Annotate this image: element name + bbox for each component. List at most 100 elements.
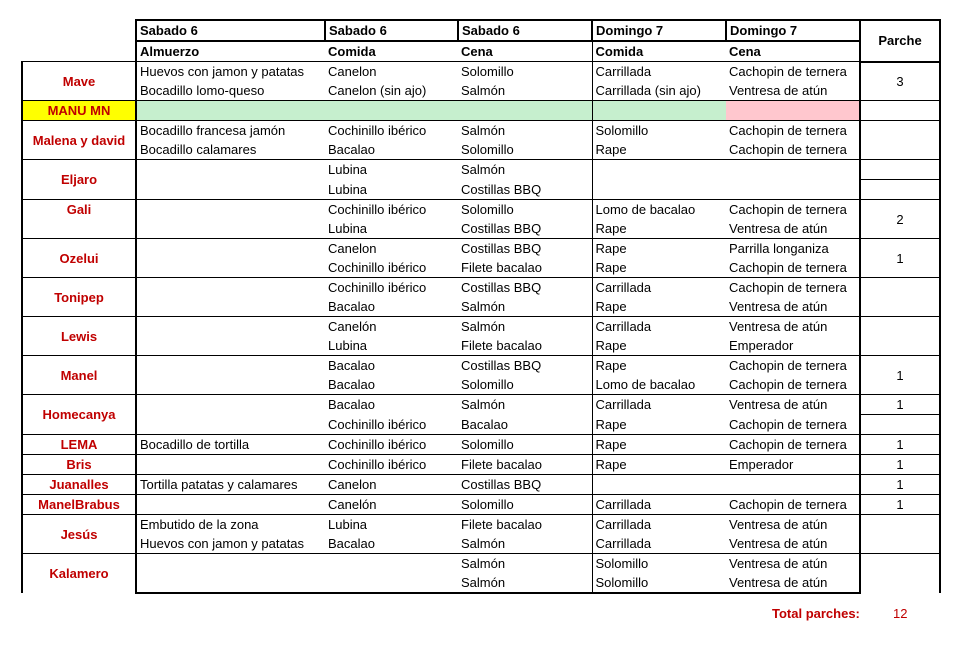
- meal-cell[interactable]: Rape: [591, 414, 726, 435]
- meal-cell[interactable]: Filete bacalao: [461, 260, 542, 275]
- meal-cell[interactable]: [136, 494, 325, 515]
- meal-cell[interactable]: Bacalao: [461, 416, 508, 432]
- meal-cell[interactable]: [136, 355, 325, 375]
- person-name[interactable]: Ozelui: [21, 238, 137, 278]
- meal-cell[interactable]: Rape: [591, 219, 726, 239]
- meal-cell[interactable]: Cochinillo ibérico: [325, 454, 458, 475]
- meal-cell[interactable]: Canelón: [325, 316, 458, 336]
- meal-cell[interactable]: Cachopin de ternera: [726, 120, 860, 140]
- parche-cell[interactable]: [859, 316, 941, 356]
- meal-cell[interactable]: Cachopin de ternera: [729, 377, 847, 392]
- meal-cell[interactable]: [136, 238, 325, 258]
- person-name[interactable]: Manel: [21, 355, 137, 395]
- meal-cell[interactable]: [136, 375, 325, 395]
- meal-cell[interactable]: Bacalao: [328, 377, 375, 392]
- meal-cell[interactable]: [136, 199, 325, 219]
- meal-cell[interactable]: [136, 316, 325, 336]
- person-name[interactable]: MANU MN: [21, 100, 137, 121]
- meal-cell[interactable]: Bocadillo de tortilla: [136, 434, 325, 455]
- meal-cell[interactable]: [136, 415, 325, 435]
- parche-cell[interactable]: [859, 553, 941, 593]
- meal-cell[interactable]: Tortilla patatas y calamares: [136, 474, 325, 495]
- meal-cell[interactable]: Ventresa de atún: [726, 573, 860, 594]
- parche-cell[interactable]: 1: [859, 355, 941, 395]
- meal-cell[interactable]: Ventresa de atún: [726, 553, 860, 573]
- meal-cell[interactable]: Ventresa de atún: [729, 536, 828, 551]
- meal-cell[interactable]: Solomillo: [458, 199, 592, 219]
- meal-cell[interactable]: Salmón: [461, 536, 506, 551]
- meal-cell[interactable]: Huevos con jamon y patatas: [136, 61, 325, 81]
- meal-cell[interactable]: Bocadillo lomo-queso: [140, 83, 265, 98]
- meal-cell[interactable]: Lomo de bacalao: [591, 375, 726, 395]
- meal-cell[interactable]: Cochinillo ibérico: [325, 120, 458, 140]
- meal-cell[interactable]: Lubina: [328, 338, 368, 353]
- meal-cell[interactable]: Rape: [591, 140, 726, 160]
- meal-cell[interactable]: Salmón: [458, 573, 592, 594]
- meal-cell[interactable]: Rape: [591, 336, 726, 356]
- parche-cell[interactable]: [859, 159, 941, 180]
- meal-cell[interactable]: [136, 277, 325, 297]
- meal-cell[interactable]: [136, 297, 325, 317]
- meal-cell[interactable]: Ventresa de atún: [726, 394, 860, 415]
- meal-cell[interactable]: Bocadillo calamares: [140, 142, 257, 157]
- meal-cell[interactable]: Cachopin de ternera: [726, 277, 860, 297]
- person-name[interactable]: Jesús: [21, 514, 137, 554]
- meal-cell[interactable]: Costillas BBQ: [461, 221, 542, 236]
- person-name[interactable]: Lewis: [21, 316, 137, 356]
- meal-cell[interactable]: Carrillada: [591, 394, 726, 415]
- parche-cell[interactable]: 1: [859, 238, 941, 278]
- meal-cell[interactable]: Carrillada: [591, 514, 726, 534]
- meal-cell[interactable]: Bacalao: [328, 299, 375, 314]
- meal-cell[interactable]: Lubina: [325, 514, 458, 534]
- meal-cell[interactable]: Carrillada: [591, 316, 726, 336]
- person-name[interactable]: Homecanya: [21, 394, 137, 435]
- meal-cell[interactable]: [136, 454, 325, 475]
- meal-cell[interactable]: Bacalao: [325, 394, 458, 415]
- meal-cell[interactable]: Salmón: [458, 553, 592, 573]
- person-name[interactable]: Tonipep: [21, 277, 137, 317]
- meal-cell[interactable]: Carrillada: [591, 534, 726, 554]
- parche-cell[interactable]: 1: [859, 454, 941, 475]
- person-name[interactable]: ManelBrabus: [21, 494, 137, 515]
- meal-cell[interactable]: Bacalao: [328, 536, 375, 551]
- person-name[interactable]: Malena y david: [21, 120, 137, 160]
- person-name[interactable]: LEMA: [21, 434, 137, 455]
- meal-cell[interactable]: Salmón: [458, 394, 592, 415]
- meal-cell[interactable]: Cachopin de ternera: [729, 260, 847, 275]
- person-name[interactable]: Kalamero: [21, 553, 137, 593]
- meal-cell[interactable]: Lomo de bacalao: [591, 199, 726, 219]
- meal-cell[interactable]: Cochinillo ibérico: [325, 277, 458, 297]
- parche-cell[interactable]: 1: [859, 494, 941, 515]
- meal-cell[interactable]: Filete bacalao: [458, 514, 592, 534]
- meal-cell[interactable]: [136, 336, 325, 356]
- meal-cell[interactable]: Costillas BBQ: [458, 277, 592, 297]
- meal-cell[interactable]: Salmón: [461, 299, 506, 314]
- meal-cell[interactable]: [726, 474, 860, 495]
- meal-cell[interactable]: Canelon: [325, 238, 458, 258]
- parche-cell[interactable]: [859, 514, 941, 554]
- meal-cell[interactable]: Lubina: [325, 159, 458, 180]
- meal-cell[interactable]: Carrillada: [591, 277, 726, 297]
- parche-cell[interactable]: [859, 179, 941, 200]
- meal-cell[interactable]: [136, 553, 325, 573]
- meal-cell[interactable]: Rape: [591, 238, 726, 258]
- meal-cell[interactable]: Costillas BBQ: [458, 238, 592, 258]
- meal-cell[interactable]: Filete bacalao: [458, 454, 592, 475]
- meal-cell[interactable]: [591, 159, 726, 180]
- meal-cell[interactable]: [591, 100, 726, 121]
- meal-cell[interactable]: Rape: [591, 258, 726, 278]
- meal-cell[interactable]: Canelon (sin ajo): [328, 83, 427, 98]
- meal-cell[interactable]: Emperador: [726, 454, 860, 475]
- meal-cell[interactable]: Rape: [591, 355, 726, 375]
- meal-cell[interactable]: Solomillo: [458, 494, 592, 515]
- meal-cell[interactable]: Cachopin de ternera: [726, 494, 860, 515]
- meal-cell[interactable]: Salmón: [461, 83, 506, 98]
- meal-cell[interactable]: Solomillo: [591, 573, 726, 594]
- meal-cell[interactable]: Canelon: [325, 61, 458, 81]
- meal-cell[interactable]: Bacalao: [325, 355, 458, 375]
- meal-cell[interactable]: Cochinillo ibérico: [328, 260, 427, 275]
- meal-cell[interactable]: Cochinillo ibérico: [325, 434, 458, 455]
- meal-cell[interactable]: [726, 159, 860, 180]
- meal-cell[interactable]: [458, 100, 592, 121]
- meal-cell[interactable]: Canelón: [325, 494, 458, 515]
